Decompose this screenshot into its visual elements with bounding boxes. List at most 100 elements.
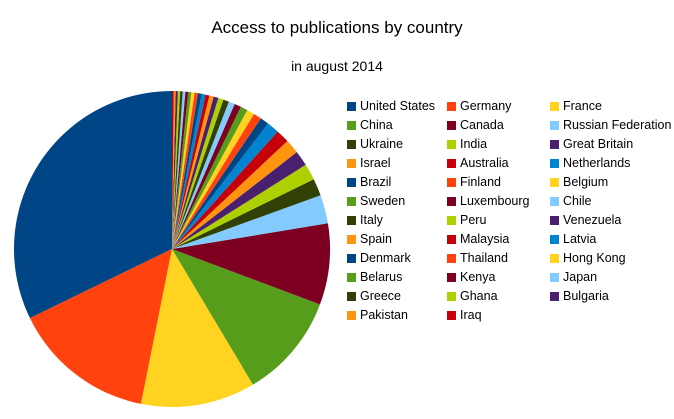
legend-label: Spain	[360, 232, 392, 246]
legend-label: Japan	[563, 270, 598, 284]
pie-slice-france	[140, 249, 253, 408]
legend-label: Denmark	[360, 251, 411, 265]
legend-swatch	[447, 235, 456, 244]
legend-swatch	[447, 159, 456, 168]
legend-label: Venezuela	[563, 213, 622, 227]
legend-swatch	[550, 235, 559, 244]
pie-slice-belgium	[172, 110, 255, 249]
pie-slice-china	[172, 249, 320, 385]
legend-label: Hong Kong	[563, 251, 626, 265]
legend-swatch	[550, 102, 559, 111]
legend-swatch	[347, 311, 356, 320]
legend-swatch	[550, 178, 559, 187]
pie-slice-israel	[172, 141, 297, 249]
legend-label: Malaysia	[460, 232, 510, 246]
pie-slice-ukraine	[172, 179, 321, 249]
legend-label: Germany	[460, 99, 512, 113]
pie-slice-brazil	[172, 118, 269, 249]
legend-label: Belgium	[563, 175, 609, 189]
pie-slice-spain	[172, 95, 214, 249]
pie-slice-hong-kong	[172, 92, 195, 249]
legend-swatch	[347, 140, 356, 149]
legend-swatch	[347, 216, 356, 225]
legend-label: France	[563, 99, 602, 113]
legend-swatch	[347, 197, 356, 206]
legend-label: United States	[360, 99, 436, 113]
pie-slice-peru	[172, 97, 224, 249]
legend-label: Israel	[360, 156, 391, 170]
legend-label: Greece	[360, 289, 401, 303]
legend-label: Kenya	[460, 270, 496, 284]
legend-swatch	[347, 159, 356, 168]
legend-swatch	[447, 311, 456, 320]
pie-slice-belarus	[172, 91, 192, 249]
legend-swatch	[447, 140, 456, 149]
legend-swatch	[447, 121, 456, 130]
legend-swatch	[347, 235, 356, 244]
pie-slice-japan	[172, 91, 186, 249]
legend-label: Netherlands	[563, 156, 631, 170]
legend-label: Australia	[460, 156, 509, 170]
legend-swatch	[347, 102, 356, 111]
legend-label: Chile	[563, 194, 592, 208]
legend-swatch	[347, 273, 356, 282]
legend-label: Pakistan	[360, 308, 408, 322]
legend-swatch	[550, 273, 559, 282]
legend-swatch	[447, 178, 456, 187]
legend-swatch	[447, 273, 456, 282]
legend-label: Finland	[460, 175, 501, 189]
legend-swatch	[347, 121, 356, 130]
legend-swatch	[550, 292, 559, 301]
legend-swatch	[447, 254, 456, 263]
chart-subtitle: in august 2014	[291, 58, 383, 74]
legend-label: India	[460, 137, 488, 151]
legend-label: Russian Federation	[563, 118, 672, 132]
legend-swatch	[447, 102, 456, 111]
pie-slice-great-britain	[172, 152, 306, 249]
pie-slice-luxembourg	[172, 103, 241, 250]
legend-label: Luxembourg	[460, 194, 530, 208]
pie-slice-sweden	[172, 106, 248, 249]
legend-label: Canada	[460, 118, 504, 132]
legend-label: Sweden	[360, 194, 406, 208]
pie-slice-united-states	[13, 91, 172, 319]
pie-slice-malaysia	[172, 94, 210, 249]
legend-swatch	[550, 216, 559, 225]
legend-label: Iraq	[460, 308, 482, 322]
pie-slice-finland	[172, 113, 261, 250]
pie-slice-germany	[29, 249, 172, 404]
pie-slice-ghana	[172, 91, 181, 249]
legend-swatch	[550, 197, 559, 206]
legend-swatch	[347, 254, 356, 263]
legend-label: Great Britain	[563, 137, 634, 151]
legend-label: Latvia	[563, 232, 597, 246]
pie-slice-bulgaria	[172, 91, 178, 249]
legend-label: China	[360, 118, 393, 132]
legend-swatch	[550, 159, 559, 168]
pie-slice-chile	[172, 101, 235, 249]
pie-slice-kenya	[172, 91, 189, 249]
pie-slice-thailand	[172, 92, 199, 250]
legend-swatch	[447, 197, 456, 206]
legend-label: Brazil	[360, 175, 392, 189]
chart-title: Access to publications by country	[211, 18, 463, 37]
pie-slice-pakistan	[172, 91, 176, 249]
legend-swatch	[447, 216, 456, 225]
pie-slice-australia	[172, 131, 288, 249]
pie-slice-canada	[172, 223, 331, 305]
pie-slice-russian-federation	[172, 195, 328, 249]
legend-swatch	[447, 292, 456, 301]
legend-label: Ghana	[460, 289, 498, 303]
pie-slice-greece	[172, 91, 183, 250]
pie-slice-netherlands	[172, 123, 278, 249]
legend-label: Peru	[460, 213, 487, 227]
legend-label: Italy	[360, 213, 383, 227]
pie-slice-latvia	[172, 93, 206, 249]
pie-slice-denmark	[172, 93, 202, 249]
pie-slice-italy	[172, 99, 229, 249]
legend-label: Ukraine	[360, 137, 404, 151]
legend-label: Belarus	[360, 270, 403, 284]
legend-swatch	[550, 140, 559, 149]
legend-label: Bulgaria	[563, 289, 609, 303]
